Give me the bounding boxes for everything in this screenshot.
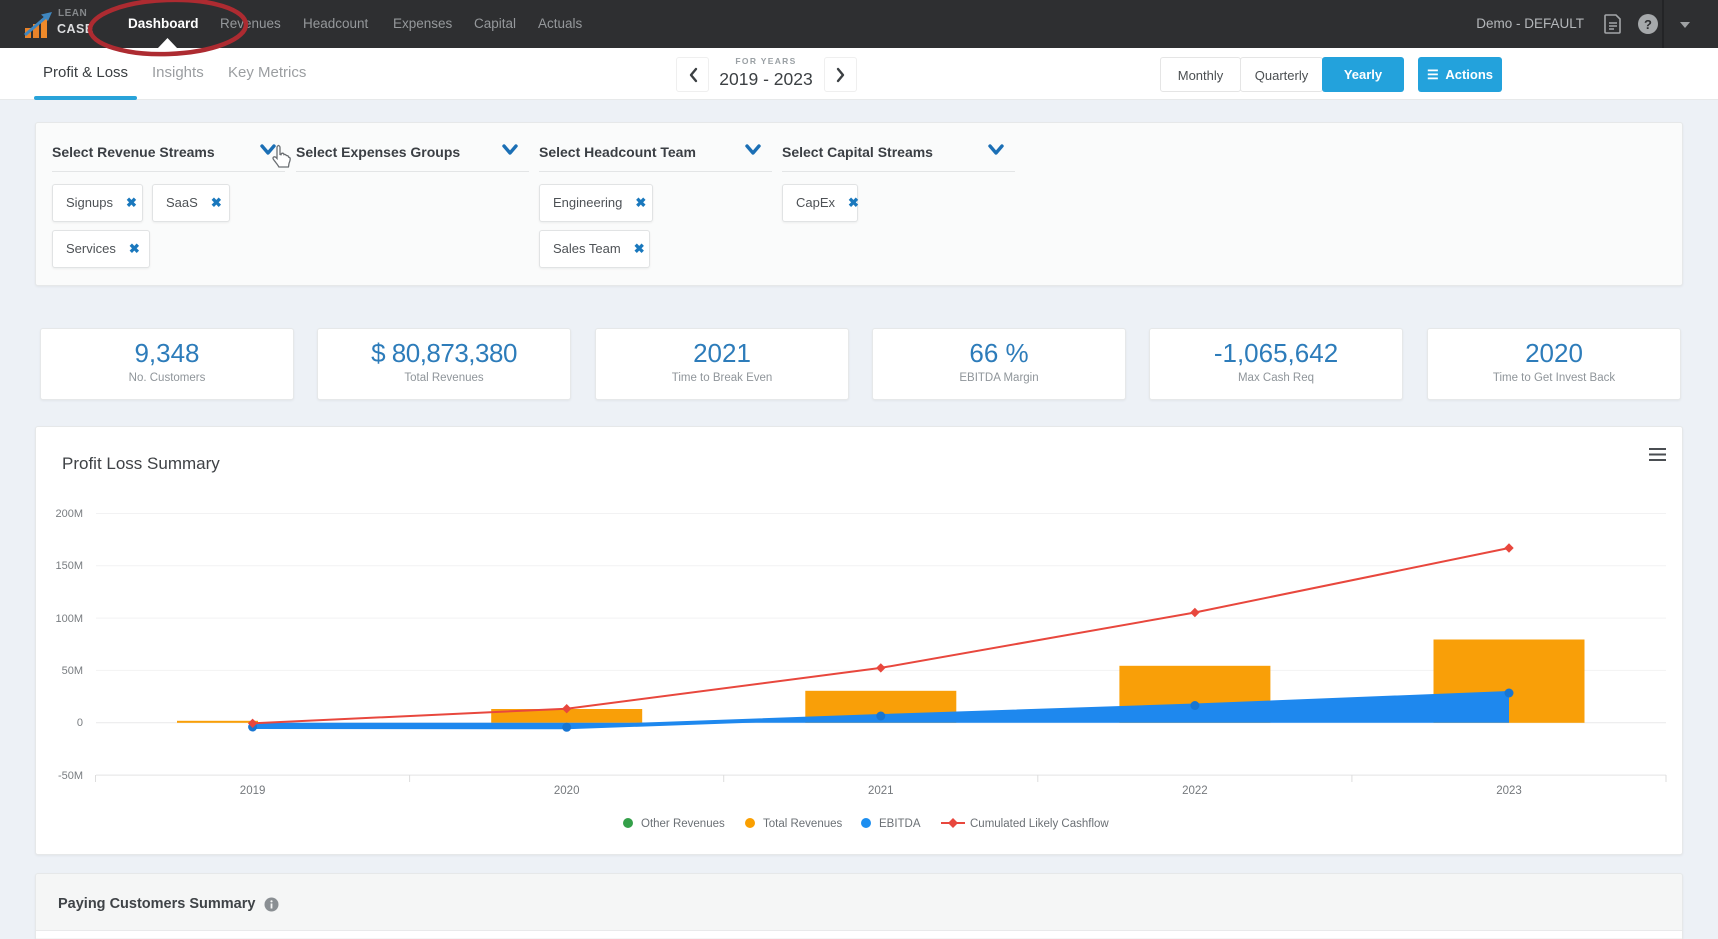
svg-text:Profit Loss Summary: Profit Loss Summary (62, 454, 220, 473)
svg-text:100M: 100M (55, 613, 83, 625)
svg-text:0: 0 (77, 717, 83, 729)
svg-text:?: ? (1644, 17, 1652, 32)
svg-text:200M: 200M (55, 508, 83, 520)
svg-text:150M: 150M (55, 560, 83, 572)
svg-text:2019: 2019 (240, 785, 266, 797)
svg-text:2021: 2021 (868, 785, 894, 797)
svg-text:2023: 2023 (1496, 785, 1522, 797)
svg-text:Other Revenues: Other Revenues (641, 818, 725, 830)
svg-text:2022: 2022 (1182, 785, 1208, 797)
svg-text:EBITDA: EBITDA (879, 818, 921, 830)
svg-text:Cumulated Likely Cashflow: Cumulated Likely Cashflow (970, 818, 1109, 830)
svg-text:2020: 2020 (554, 785, 580, 797)
svg-text:-50M: -50M (58, 770, 83, 782)
svg-text:Total Revenues: Total Revenues (763, 818, 843, 830)
svg-text:50M: 50M (62, 665, 83, 677)
